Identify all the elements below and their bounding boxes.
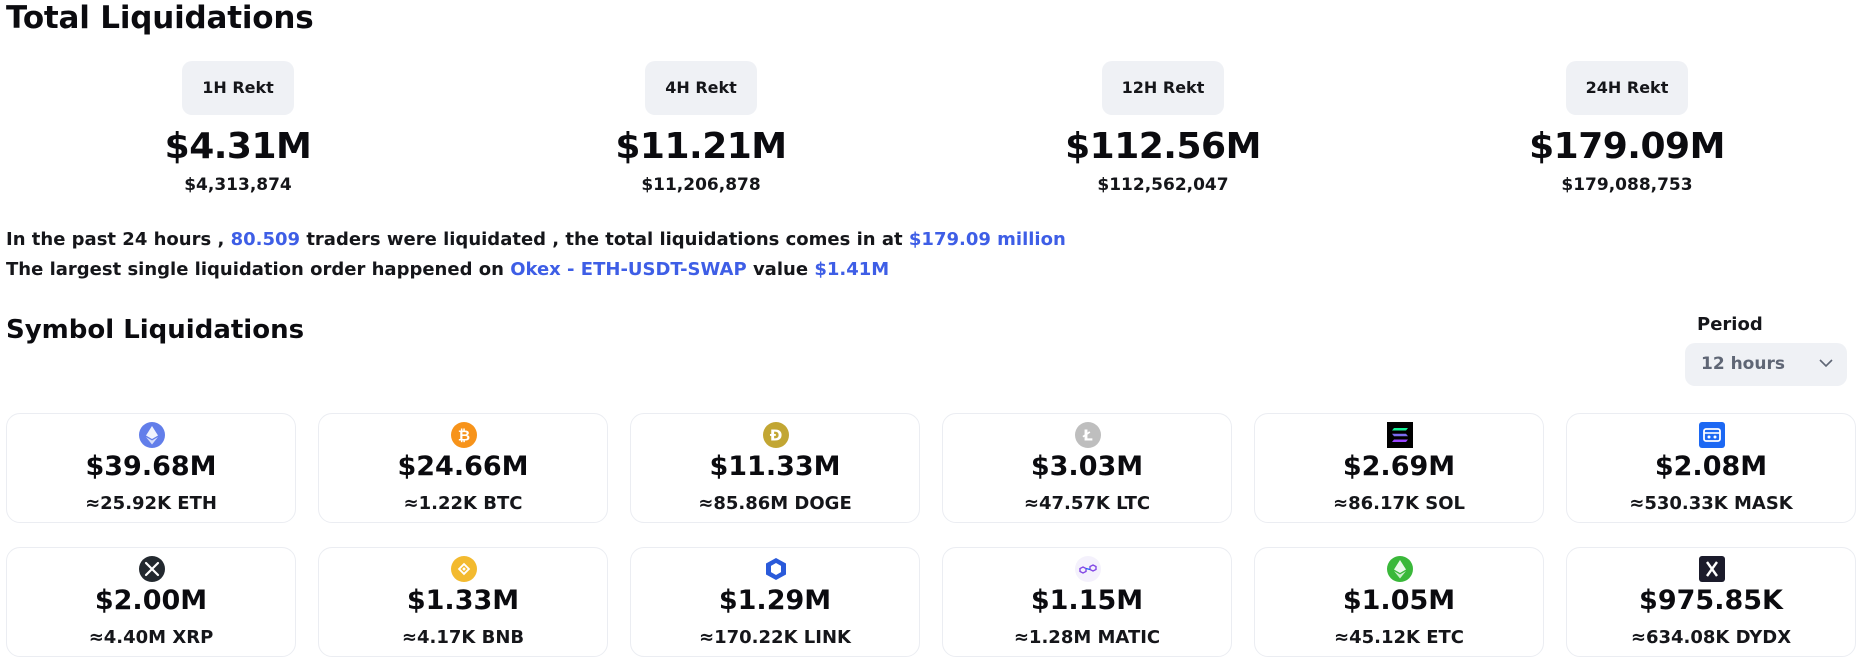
svg-text:₿: ₿ bbox=[458, 427, 470, 445]
symbol-card-amount: $1.29M bbox=[718, 585, 832, 616]
symbol-card-xrp[interactable]: $2.00M ≈4.40M XRP bbox=[6, 547, 296, 657]
page-title: Total Liquidations bbox=[6, 0, 314, 36]
rekt-1h-exact: $4,313,874 bbox=[184, 175, 292, 195]
liquidation-summary: In the past 24 hours , 80.509 traders we… bbox=[6, 225, 1066, 285]
symbol-card-amount: $3.03M bbox=[1030, 451, 1144, 482]
summary-line-1-prefix: In the past 24 hours , bbox=[6, 229, 225, 250]
svg-text:Đ: Đ bbox=[770, 427, 783, 445]
symbol-card-btc[interactable]: ₿ $24.66M ≈1.22K BTC bbox=[318, 413, 608, 523]
symbol-card-matic[interactable]: $1.15M ≈1.28M MATIC bbox=[942, 547, 1232, 657]
symbol-card-amount: $11.33M bbox=[709, 451, 841, 482]
doge-icon: Đ bbox=[763, 422, 789, 448]
rekt-1h-amount: $4.31M bbox=[164, 126, 312, 167]
symbol-card-amount: $975.85K bbox=[1639, 585, 1783, 616]
rekt-24h-label[interactable]: 24H Rekt bbox=[1565, 61, 1689, 115]
symbol-card-amount: $2.08M bbox=[1654, 451, 1768, 482]
mask-icon bbox=[1699, 422, 1725, 448]
symbol-card-quantity: ≈45.12K ETC bbox=[1333, 627, 1465, 648]
period-select-value: 12 hours bbox=[1701, 354, 1785, 374]
rekt-1h: 1H Rekt $4.31M $4,313,874 bbox=[68, 61, 408, 197]
symbol-card-amount: $39.68M bbox=[85, 451, 217, 482]
symbol-card-quantity: ≈4.17K BNB bbox=[401, 627, 525, 648]
rekt-1h-label[interactable]: 1H Rekt bbox=[182, 61, 294, 115]
symbol-card-quantity: ≈634.08K DYDX bbox=[1630, 627, 1792, 648]
symbol-card-quantity: ≈530.33K MASK bbox=[1629, 493, 1793, 514]
total-liquidation-amount: $179.09 million bbox=[908, 229, 1066, 250]
symbol-card-amount: $24.66M bbox=[397, 451, 529, 482]
rekt-4h: 4H Rekt $11.21M $11,206,878 bbox=[531, 61, 871, 197]
svg-text:Ł: Ł bbox=[1082, 427, 1093, 445]
symbol-card-quantity: ≈1.22K BTC bbox=[403, 493, 523, 514]
symbol-card-quantity: ≈47.57K LTC bbox=[1023, 493, 1151, 514]
rekt-24h-exact: $179,088,753 bbox=[1561, 175, 1693, 195]
symbol-card-quantity: ≈1.28M MATIC bbox=[1013, 627, 1161, 648]
etc-icon bbox=[1387, 556, 1413, 582]
symbol-card-quantity: ≈4.40M XRP bbox=[88, 627, 214, 648]
btc-icon: ₿ bbox=[451, 422, 477, 448]
summary-line-1-middle: traders were liquidated , the total liqu… bbox=[306, 229, 903, 250]
bnb-icon bbox=[451, 556, 477, 582]
symbol-card-ltc[interactable]: Ł $3.03M ≈47.57K LTC bbox=[942, 413, 1232, 523]
rekt-4h-label[interactable]: 4H Rekt bbox=[645, 61, 757, 115]
rekt-4h-exact: $11,206,878 bbox=[641, 175, 761, 195]
symbol-card-dydx[interactable]: $975.85K ≈634.08K DYDX bbox=[1566, 547, 1856, 657]
period-label: Period bbox=[1697, 314, 1763, 335]
dydx-icon bbox=[1699, 556, 1725, 582]
period-select[interactable]: 12 hours bbox=[1685, 343, 1847, 386]
symbol-card-amount: $1.05M bbox=[1342, 585, 1456, 616]
summary-line-2: The largest single liquidation order hap… bbox=[6, 255, 1066, 285]
traders-count: 80.509 bbox=[230, 229, 301, 250]
symbol-card-bnb[interactable]: $1.33M ≈4.17K BNB bbox=[318, 547, 608, 657]
rekt-summary-row: 1H Rekt $4.31M $4,313,874 4H Rekt $11.21… bbox=[6, 61, 1864, 201]
symbol-card-quantity: ≈86.17K SOL bbox=[1333, 493, 1465, 514]
symbol-card-amount: $2.69M bbox=[1342, 451, 1456, 482]
symbol-card-link[interactable]: $1.29M ≈170.22K LINK bbox=[630, 547, 920, 657]
symbol-liquidations-title: Symbol Liquidations bbox=[6, 315, 305, 345]
chevron-down-icon bbox=[1819, 359, 1833, 368]
summary-line-1: In the past 24 hours , 80.509 traders we… bbox=[6, 225, 1066, 255]
matic-icon bbox=[1075, 556, 1101, 582]
symbol-card-quantity: ≈85.86M DOGE bbox=[698, 493, 852, 514]
rekt-4h-amount: $11.21M bbox=[615, 126, 787, 167]
symbol-card-quantity: ≈25.92K ETH bbox=[85, 493, 217, 514]
symbol-card-eth[interactable]: $39.68M ≈25.92K ETH bbox=[6, 413, 296, 523]
rekt-12h-exact: $112,562,047 bbox=[1097, 175, 1229, 195]
summary-line-2-middle: value bbox=[752, 259, 809, 280]
symbol-card-amount: $1.15M bbox=[1030, 585, 1144, 616]
symbol-card-sol[interactable]: $2.69M ≈86.17K SOL bbox=[1254, 413, 1544, 523]
symbol-card-amount: $1.33M bbox=[406, 585, 520, 616]
symbol-card-etc[interactable]: $1.05M ≈45.12K ETC bbox=[1254, 547, 1544, 657]
symbol-card-doge[interactable]: Đ $11.33M ≈85.86M DOGE bbox=[630, 413, 920, 523]
xrp-icon bbox=[139, 556, 165, 582]
rekt-12h: 12H Rekt $112.56M $112,562,047 bbox=[993, 61, 1333, 197]
rekt-24h: 24H Rekt $179.09M $179,088,753 bbox=[1457, 61, 1797, 197]
rekt-12h-label[interactable]: 12H Rekt bbox=[1101, 61, 1225, 115]
rekt-12h-amount: $112.56M bbox=[1065, 126, 1261, 167]
largest-order-link[interactable]: Okex - ETH-USDT-SWAP bbox=[510, 259, 747, 280]
summary-line-2-prefix: The largest single liquidation order hap… bbox=[6, 259, 504, 280]
symbol-card-amount: $2.00M bbox=[94, 585, 208, 616]
largest-order-value: $1.41M bbox=[814, 259, 890, 280]
sol-icon bbox=[1387, 422, 1413, 448]
symbol-card-mask[interactable]: $2.08M ≈530.33K MASK bbox=[1566, 413, 1856, 523]
ltc-icon: Ł bbox=[1075, 422, 1101, 448]
rekt-24h-amount: $179.09M bbox=[1529, 126, 1725, 167]
eth-icon bbox=[139, 422, 165, 448]
link-icon bbox=[766, 558, 786, 580]
symbol-card-quantity: ≈170.22K LINK bbox=[699, 627, 851, 648]
